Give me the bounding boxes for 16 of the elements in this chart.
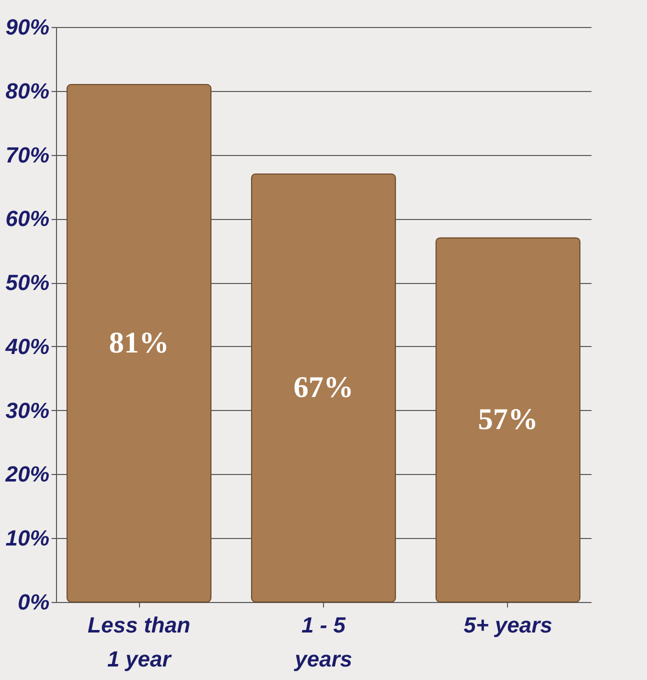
y-tick-label: 20% <box>4 462 50 487</box>
data-label: 67% <box>294 370 354 404</box>
y-tick-label: 70% <box>5 142 50 168</box>
y-tick-label: 80% <box>5 78 50 104</box>
y-tick-label: 30% <box>5 398 50 423</box>
y-tick-label: 0% <box>18 590 50 614</box>
x-tick-label: Less than 1 year <box>88 612 190 672</box>
y-tick-label: 60% <box>5 206 50 232</box>
y-tick-label: 50% <box>5 270 50 296</box>
data-label: 57% <box>478 402 538 436</box>
y-tick-label: 10% <box>5 526 50 551</box>
x-tick-label: 1 - 5 years <box>294 612 352 672</box>
y-tick-label: 90% <box>5 14 50 40</box>
y-tick-label: 40% <box>4 334 50 359</box>
x-tick-label: 5+ years <box>464 612 552 638</box>
data-label: 81% <box>109 326 170 360</box>
